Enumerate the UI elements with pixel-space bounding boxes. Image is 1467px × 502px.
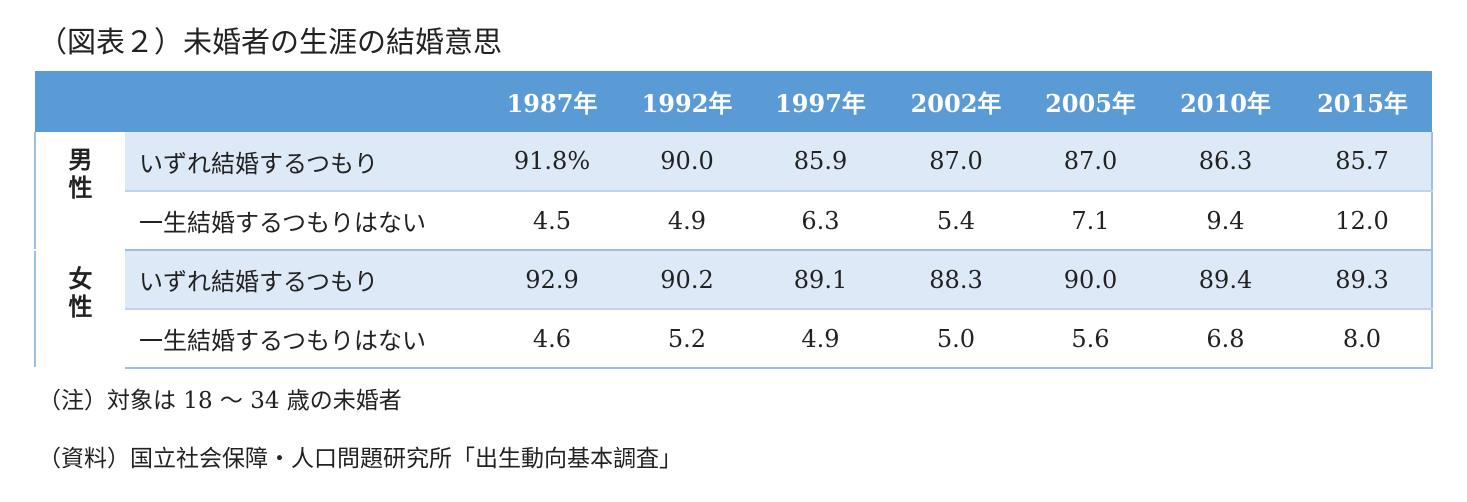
table-cell: 89.3 (1293, 250, 1433, 310)
table-cell: 89.1 (752, 250, 889, 310)
table-cell: 5.4 (889, 191, 1023, 251)
table-cell: 5.0 (889, 309, 1023, 369)
table-cell: 4.9 (752, 309, 889, 369)
table-cell: 87.0 (889, 132, 1023, 192)
table-cell: 88.3 (889, 250, 1023, 310)
footnote: （注）対象は 18 ～ 34 歳の未婚者 (38, 388, 402, 414)
table-cell: 90.0 (622, 132, 752, 192)
table-cell: 7.1 (1023, 191, 1158, 251)
table-cell: 90.0 (1023, 250, 1158, 310)
table-cell: 4.5 (482, 191, 622, 251)
table-cell: 89.4 (1158, 250, 1293, 310)
table-cell: 4.9 (622, 191, 752, 251)
column-header: 2005年 (1023, 71, 1158, 132)
column-header: 1987年 (482, 71, 622, 132)
marriage-intention-table: 1987年 1992年 1997年 2002年 2005年 2010年 2015… (34, 71, 1433, 369)
column-header: 1997年 (752, 71, 889, 132)
table-cell: 4.6 (482, 309, 622, 369)
column-header: 2002年 (889, 71, 1023, 132)
table-row: 男性 いずれ結婚するつもり 91.8% 90.0 85.9 87.0 87.0 … (34, 132, 1433, 251)
table-cell: 86.3 (1158, 132, 1293, 192)
table-cell: 8.0 (1293, 309, 1433, 369)
row-label: 一生結婚するつもりはない (125, 309, 482, 369)
header-empty-cell (125, 71, 482, 132)
column-header: 2010年 (1158, 71, 1293, 132)
header-empty-cell (35, 71, 125, 132)
table-cell: 5.6 (1023, 309, 1158, 369)
table-cell: 6.3 (752, 191, 889, 251)
table-row: 一生結婚するつもりはない 4.5 4.9 6.3 5.4 7.1 9.4 12.… (35, 191, 1433, 251)
table-cell: 90.2 (622, 250, 752, 310)
table-cell: 87.0 (1023, 132, 1158, 192)
table-cell: 5.2 (622, 309, 752, 369)
row-label: いずれ結婚するつもり (125, 250, 482, 310)
chart-title: （図表２）未婚者の生涯の結婚意思 (38, 25, 503, 59)
table-cell: 85.7 (1293, 132, 1433, 192)
row-label: 一生結婚するつもりはない (125, 191, 482, 251)
source-note: （資料）国立社会保障・人口問題研究所「出生動向基本調査」 (38, 446, 682, 472)
group-label-male: 男性 (34, 132, 125, 251)
column-header: 1992年 (622, 71, 752, 132)
table-row: 一生結婚するつもりはない 4.6 5.2 4.9 5.0 5.6 6.8 8.0 (35, 309, 1433, 369)
table-cell: 85.9 (752, 132, 889, 192)
table-cell: 12.0 (1293, 191, 1433, 251)
row-label: いずれ結婚するつもり (125, 132, 482, 192)
table-cell: 9.4 (1158, 191, 1293, 251)
table-cell: 6.8 (1158, 309, 1293, 369)
table-cell: 91.8% (482, 132, 622, 192)
group-label-female: 女性 (34, 250, 125, 369)
table-header-row: 1987年 1992年 1997年 2002年 2005年 2010年 2015… (35, 71, 1432, 132)
table-cell: 92.9 (482, 250, 622, 310)
table-row: 女性 いずれ結婚するつもり 92.9 90.2 89.1 88.3 90.0 8… (34, 250, 1433, 369)
column-header: 2015年 (1293, 71, 1432, 132)
